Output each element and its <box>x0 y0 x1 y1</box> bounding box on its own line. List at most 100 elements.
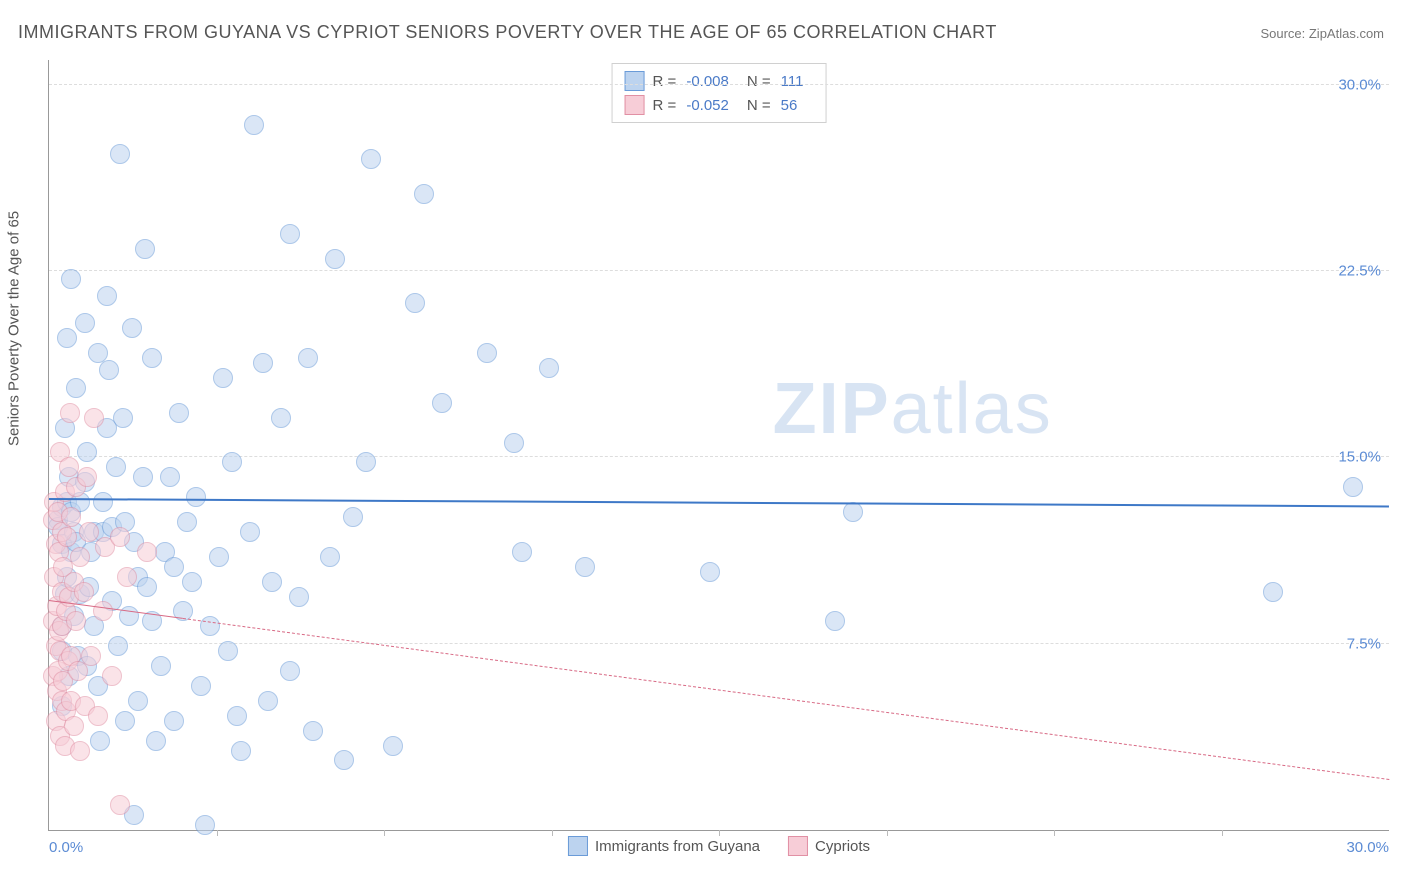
data-point <box>117 567 137 587</box>
data-point <box>512 542 532 562</box>
y-tick-label: 30.0% <box>1338 76 1381 93</box>
legend-swatch <box>625 71 645 91</box>
legend-r-value: -0.052 <box>686 97 729 114</box>
data-point <box>195 815 215 835</box>
data-point <box>825 611 845 631</box>
data-point <box>77 442 97 462</box>
data-point <box>218 641 238 661</box>
data-point <box>64 716 84 736</box>
data-point <box>477 343 497 363</box>
data-point <box>191 676 211 696</box>
watermark: ZIPatlas <box>773 368 1053 450</box>
legend-n-label: N = <box>747 73 771 90</box>
data-point <box>303 721 323 741</box>
data-point <box>222 452 242 472</box>
data-point <box>70 741 90 761</box>
data-point <box>700 562 720 582</box>
legend-item: Immigrants from Guyana <box>568 836 760 856</box>
data-point <box>84 408 104 428</box>
x-axis-max-label: 30.0% <box>1346 839 1389 856</box>
data-point <box>164 557 184 577</box>
legend-row: R =-0.052N =56 <box>625 93 814 117</box>
data-point <box>280 661 300 681</box>
data-point <box>539 358 559 378</box>
data-point <box>146 731 166 751</box>
data-point <box>177 512 197 532</box>
data-point <box>137 577 157 597</box>
data-point <box>356 452 376 472</box>
data-point <box>575 557 595 577</box>
data-point <box>110 144 130 164</box>
legend-row: R = -0.008 N = 111 <box>625 69 814 93</box>
source-label: Source: ZipAtlas.com <box>1260 26 1384 41</box>
legend-swatch <box>568 836 588 856</box>
data-point <box>289 587 309 607</box>
data-point <box>186 487 206 507</box>
watermark-rest: atlas <box>891 369 1053 449</box>
series-legend: Immigrants from Guyana Cypriots <box>568 836 870 856</box>
data-point <box>135 239 155 259</box>
data-point <box>160 467 180 487</box>
data-point <box>343 507 363 527</box>
gridline <box>49 84 1389 85</box>
legend-series-name: Cypriots <box>815 838 870 855</box>
data-point <box>110 795 130 815</box>
correlation-legend: R =-0.008N =111R =-0.052N =56 <box>612 63 827 123</box>
plot-area: ZIPatlas R =-0.008N =111R =-0.052N =56 0… <box>48 60 1389 831</box>
data-point <box>405 293 425 313</box>
data-point <box>320 547 340 567</box>
data-point <box>325 249 345 269</box>
data-point <box>115 711 135 731</box>
data-point <box>151 656 171 676</box>
x-axis-min-label: 0.0% <box>49 839 83 856</box>
data-point <box>81 646 101 666</box>
data-point <box>253 353 273 373</box>
legend-n-value: 111 <box>781 73 804 90</box>
x-tick <box>1222 830 1223 836</box>
data-point <box>240 522 260 542</box>
data-point <box>262 572 282 592</box>
y-tick-label: 22.5% <box>1338 263 1381 280</box>
data-point <box>93 601 113 621</box>
data-point <box>108 636 128 656</box>
x-tick <box>552 830 553 836</box>
data-point <box>74 582 94 602</box>
data-point <box>137 542 157 562</box>
data-point <box>102 666 122 686</box>
data-point <box>79 522 99 542</box>
data-point <box>142 348 162 368</box>
data-point <box>258 691 278 711</box>
chart-title: IMMIGRANTS FROM GUYANA VS CYPRIOT SENIOR… <box>18 22 997 43</box>
gridline <box>49 456 1389 457</box>
data-point <box>61 269 81 289</box>
data-point <box>164 711 184 731</box>
data-point <box>280 224 300 244</box>
data-point <box>231 741 251 761</box>
legend-r-value: -0.008 <box>686 73 729 90</box>
legend-series-name: Immigrants from Guyana <box>595 838 760 855</box>
y-tick-label: 7.5% <box>1347 635 1381 652</box>
data-point <box>128 691 148 711</box>
data-point <box>1263 582 1283 602</box>
legend-r-label: R = <box>653 97 677 114</box>
x-tick <box>217 830 218 836</box>
x-tick <box>887 830 888 836</box>
data-point <box>432 393 452 413</box>
data-point <box>504 433 524 453</box>
y-tick-label: 15.0% <box>1338 449 1381 466</box>
data-point <box>334 750 354 770</box>
x-tick <box>1054 830 1055 836</box>
data-point <box>1343 477 1363 497</box>
data-point <box>93 492 113 512</box>
legend-item: Cypriots <box>788 836 870 856</box>
data-point <box>843 502 863 522</box>
data-point <box>209 547 229 567</box>
data-point <box>70 547 90 567</box>
data-point <box>99 360 119 380</box>
data-point <box>61 507 81 527</box>
legend-n-label: N = <box>747 97 771 114</box>
legend-r-label: R = <box>653 73 677 90</box>
regression-line <box>49 498 1389 507</box>
legend-swatch <box>788 836 808 856</box>
data-point <box>122 318 142 338</box>
